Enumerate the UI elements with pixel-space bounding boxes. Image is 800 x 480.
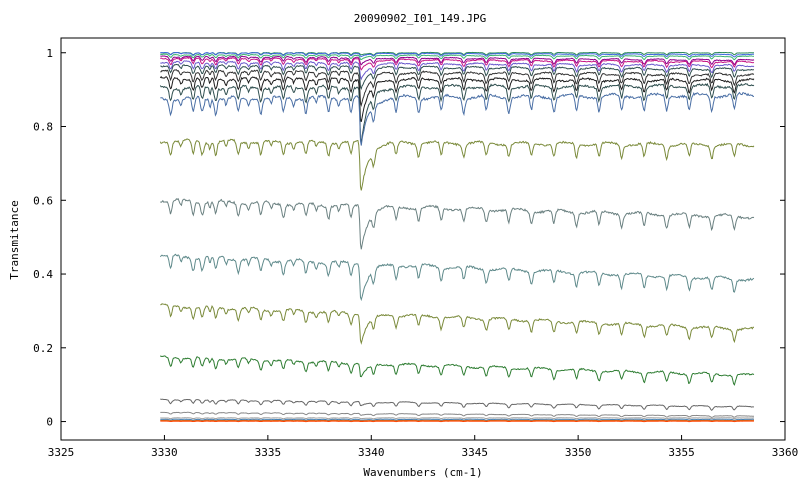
x-tick-label: 3325 xyxy=(48,446,75,459)
x-tick-label: 3335 xyxy=(255,446,282,459)
y-tick-label: 0.2 xyxy=(33,342,53,355)
series-line xyxy=(160,51,755,58)
series-line xyxy=(160,418,754,421)
series-line xyxy=(160,60,755,81)
series-line xyxy=(160,303,755,345)
x-tick-label: 3355 xyxy=(668,446,695,459)
series-line xyxy=(160,55,755,66)
series-line xyxy=(160,398,755,411)
series-line xyxy=(159,253,755,302)
y-tick-label: 0.4 xyxy=(33,268,53,281)
y-tick-label: 0 xyxy=(46,416,53,429)
x-tick-label: 3345 xyxy=(461,446,488,459)
series-line xyxy=(160,419,754,422)
x-tick-label: 3330 xyxy=(151,446,178,459)
y-axis-label: Transmitance xyxy=(8,200,21,279)
x-axis: 3325 3330 3335 3340 3345 3350 3355 3360 xyxy=(48,435,799,459)
series-line xyxy=(160,411,754,418)
y-tick-label: 0.8 xyxy=(33,121,53,134)
plot-frame xyxy=(60,37,786,441)
series-line xyxy=(160,417,754,420)
y-tick-label: 0.6 xyxy=(33,194,53,207)
y-axis: 0 0.2 0.4 0.6 0.8 1 xyxy=(33,47,785,429)
x-tick-label: 3340 xyxy=(358,446,385,459)
series-group xyxy=(159,51,755,423)
series-line xyxy=(159,355,755,386)
series-line xyxy=(159,138,755,191)
series-line xyxy=(160,197,755,250)
x-axis-label: Wavenumbers (cm-1) xyxy=(363,466,482,479)
series-line xyxy=(160,91,754,146)
series-line xyxy=(160,53,754,61)
series-line xyxy=(160,420,754,423)
series-line xyxy=(160,63,754,90)
y-tick-label: 1 xyxy=(46,47,53,60)
series-line xyxy=(159,82,755,144)
series-line xyxy=(160,56,755,71)
x-tick-label: 3360 xyxy=(772,446,799,459)
series-line xyxy=(160,69,755,107)
chart-title: 20090902_I01_149.JPG xyxy=(354,12,486,25)
series-line xyxy=(159,75,755,122)
x-tick-label: 3350 xyxy=(565,446,592,459)
